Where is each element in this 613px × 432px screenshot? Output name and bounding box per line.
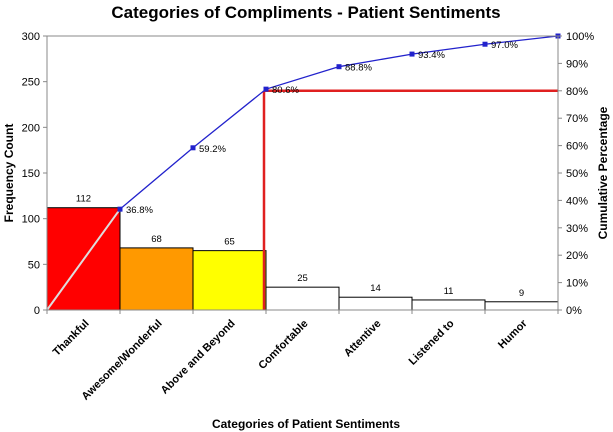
y-tick-label: 150 [22,168,40,180]
cumulative-point [482,41,488,47]
x-axis-title: Categories of Patient Sentiments [212,417,400,431]
y2-tick-label: 30% [566,223,588,235]
y-tick-label: 300 [22,31,40,43]
y2-tick-label: 40% [566,195,588,207]
cumulative-value-label: 80.6% [272,85,299,96]
cumulative-value-label: 93.4% [418,50,445,61]
bar-value-label: 65 [224,237,235,248]
bar-value-label: 14 [370,283,381,294]
y-tick-label: 100 [22,214,40,226]
y2-tick-label: 90% [566,58,588,70]
cumulative-value-label: 36.8% [126,205,153,216]
chart-title: Categories of Compliments - Patient Sent… [111,3,500,22]
cumulative-point [190,145,196,151]
category-label: Humor [496,317,530,351]
cumulative-start-line [46,208,121,311]
cumulative-value-label: 88.8% [345,63,372,74]
y2-tick-label: 80% [566,86,588,98]
category-label: Comfortable [256,318,310,372]
bar-humor [484,301,559,311]
bar-awesome-wonderful [119,247,194,311]
y2-tick-label: 0% [566,305,582,317]
bar-above-and-beyond [192,250,267,311]
y-tick-label: 250 [22,77,40,89]
bar-attentive [338,296,413,311]
bar-comfortable [265,286,340,311]
cumulative-line [119,35,559,210]
category-label: Above and Beyond [159,318,238,397]
y2-tick-label: 100% [566,31,594,43]
plot-area: 112 68 65 25 14 11 9 36.8% 59.2% 80.6% 88.8% 93.4% 9… [22,31,595,403]
y2-tick-label: 20% [566,250,588,262]
y-tick-label: 200 [22,122,40,134]
y-tick-label: 50 [28,259,40,271]
y-axis-title: Frequency Count [2,124,16,223]
bar-value-label: 68 [151,234,162,245]
bar-value-label: 25 [297,273,308,284]
y2-tick-label: 60% [566,141,588,153]
bar-listened-to [411,299,486,311]
y2-axis-title: Cumulative Percentage [596,106,610,239]
category-label: Listened to [407,317,457,367]
cumulative-point [336,64,342,70]
cumulative-point [263,86,269,92]
cumulative-point [409,51,415,57]
cumulative-value-label: 59.2% [199,144,226,155]
category-label: Attentive [342,318,384,360]
cumulative-point [117,206,123,212]
bar-value-label: 9 [519,288,524,299]
category-label: Awesome/Wonderful [79,318,164,403]
y2-tick-label: 50% [566,168,588,180]
bar-value-label: 11 [444,286,454,297]
y2-tick-label: 70% [566,113,588,125]
bar-value-label: 112 [76,194,91,205]
y-tick-label: 0 [34,305,40,317]
category-label: Thankful [51,318,92,359]
cumulative-value-label: 97.0% [491,40,518,51]
y2-tick-label: 10% [566,278,588,290]
